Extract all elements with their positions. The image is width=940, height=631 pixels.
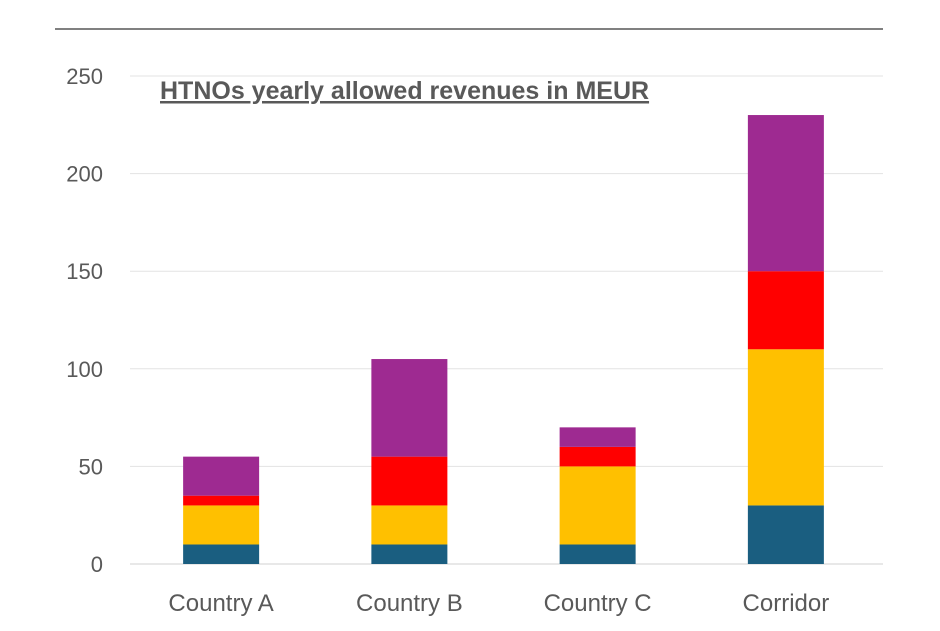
bar-segment — [559, 427, 636, 447]
y-tick-label: 0 — [91, 552, 103, 577]
bar-segment — [559, 446, 636, 467]
y-tick-label: 250 — [66, 64, 103, 89]
y-tick-label: 100 — [66, 357, 103, 382]
y-tick-label: 200 — [66, 162, 103, 187]
bar-segment — [371, 456, 448, 506]
bar-segment — [371, 544, 448, 564]
bar-segment — [183, 544, 260, 564]
bar-segment — [747, 271, 824, 350]
bar-segment — [559, 544, 636, 564]
bar-segment — [183, 505, 260, 545]
x-category-label: Country B — [356, 590, 463, 617]
bar-segment — [371, 359, 448, 457]
y-tick-label: 150 — [66, 259, 103, 284]
y-tick-label: 50 — [79, 454, 103, 479]
bar-segment — [183, 456, 260, 496]
x-category-label: Corridor — [743, 590, 830, 617]
x-category-label: Country A — [168, 590, 273, 617]
bar-segment — [747, 115, 824, 272]
bar-segment — [559, 466, 636, 545]
bar-segment — [747, 505, 824, 564]
bar-segment — [183, 495, 260, 506]
bar-segment — [371, 505, 448, 545]
x-category-label: Country C — [544, 590, 652, 617]
chart-title: HTNOs yearly allowed revenues in MEUR — [160, 77, 649, 105]
bar-segment — [747, 349, 824, 506]
